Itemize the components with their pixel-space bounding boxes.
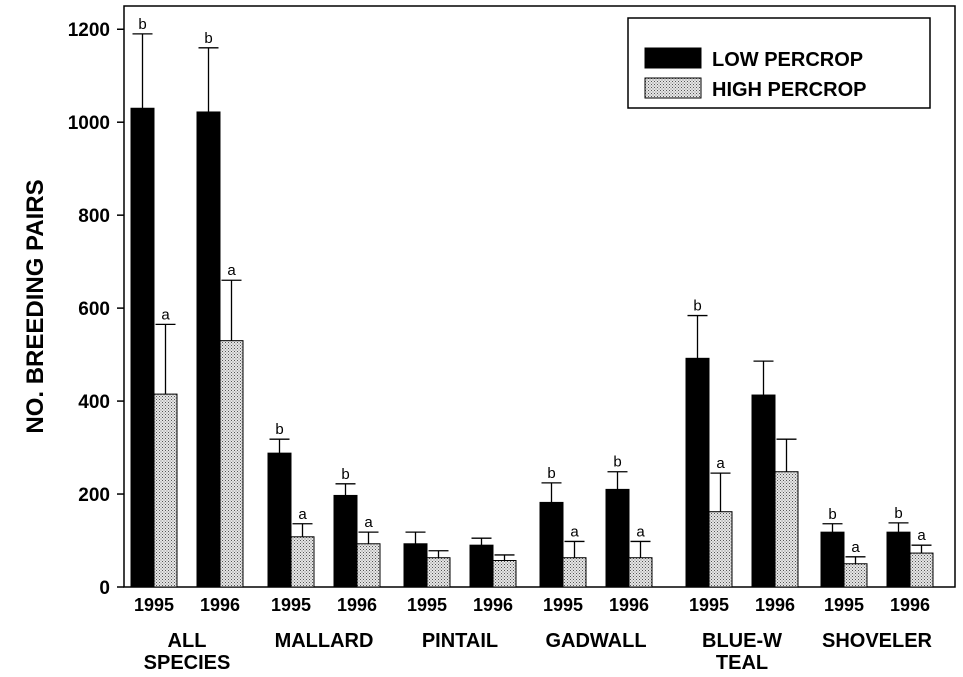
- x-group-label: SHOVELER: [822, 630, 933, 652]
- x-year-label: 1996: [755, 595, 795, 615]
- significance-letter: b: [693, 298, 701, 315]
- significance-letter: a: [917, 527, 926, 544]
- significance-letter: b: [547, 465, 555, 482]
- legend-label-low-percrop: LOW PERCROP: [712, 49, 863, 71]
- significance-letter: b: [275, 421, 283, 438]
- bar-high-percrop: [219, 340, 244, 588]
- y-axis-label: NO. BREEDING PAIRS: [22, 179, 49, 433]
- significance-letter: a: [161, 306, 170, 323]
- significance-letter: a: [364, 514, 373, 531]
- x-group-label: TEAL: [716, 652, 768, 674]
- significance-letter: a: [716, 455, 725, 472]
- legend-swatch-high-percrop: [644, 77, 702, 99]
- bar-high-percrop: [774, 471, 799, 588]
- significance-letter: a: [227, 262, 236, 279]
- significance-letter: b: [138, 16, 146, 33]
- y-tick-label: 600: [78, 299, 110, 320]
- significance-letter: b: [828, 506, 836, 523]
- x-group-label: ALL: [168, 630, 207, 652]
- x-year-label: 1996: [200, 595, 240, 615]
- bar-high-percrop: [492, 560, 517, 588]
- bar-low-percrop: [403, 543, 428, 588]
- x-group-label: BLUE-W: [702, 630, 782, 652]
- bar-low-percrop: [130, 107, 155, 588]
- x-group-label: SPECIES: [144, 652, 231, 674]
- x-year-label: 1995: [407, 595, 447, 615]
- y-tick-label: 400: [78, 392, 110, 413]
- x-year-label: 1996: [609, 595, 649, 615]
- legend-label-high-percrop: HIGH PERCROP: [712, 79, 866, 101]
- significance-letter: b: [894, 505, 902, 522]
- plot-area: 0 200 400 600 800 1000 1200 NO. BREEDING PAIRS b…: [22, 5, 956, 674]
- bar-low-percrop: [685, 357, 710, 588]
- y-tick-label: 1200: [68, 20, 110, 41]
- x-year-label: 1995: [824, 595, 864, 615]
- bar-low-percrop: [539, 501, 564, 588]
- x-group-label: PINTAIL: [422, 630, 498, 652]
- bar-low-percrop: [469, 544, 494, 588]
- bar-low-percrop: [751, 394, 776, 588]
- bar-high-percrop: [562, 557, 587, 588]
- bar-high-percrop: [356, 543, 381, 588]
- bar-high-percrop: [628, 557, 653, 588]
- x-year-label: 1995: [134, 595, 174, 615]
- bar-high-percrop: [843, 563, 868, 588]
- x-year-label: 1995: [689, 595, 729, 615]
- significance-letter: b: [341, 466, 349, 483]
- bar-low-percrop: [196, 111, 221, 588]
- bar-high-percrop: [708, 511, 733, 588]
- y-tick-label: 1000: [68, 113, 110, 134]
- significance-letter: a: [570, 523, 579, 540]
- bar-low-percrop: [267, 452, 292, 588]
- x-year-label: 1995: [543, 595, 583, 615]
- x-year-label: 1996: [473, 595, 513, 615]
- x-group-label: MALLARD: [275, 630, 374, 652]
- y-tick-label: 200: [78, 485, 110, 506]
- bar-low-percrop: [886, 531, 911, 588]
- bar-high-percrop: [153, 393, 178, 588]
- y-tick-label: 0: [99, 578, 110, 599]
- bar-high-percrop: [290, 536, 315, 588]
- x-year-label: 1996: [337, 595, 377, 615]
- x-year-label: 1995: [271, 595, 311, 615]
- y-tick-label: 800: [78, 206, 110, 227]
- bar-low-percrop: [605, 488, 630, 588]
- legend-swatch-low-percrop: [644, 47, 702, 69]
- bar-low-percrop: [333, 494, 358, 588]
- significance-letter: b: [613, 454, 621, 471]
- bar-high-percrop: [909, 552, 934, 588]
- x-group-label: GADWALL: [545, 630, 646, 652]
- significance-letter: b: [204, 30, 212, 47]
- significance-letter: a: [636, 523, 645, 540]
- bar-high-percrop: [426, 557, 451, 588]
- significance-letter: a: [851, 539, 860, 556]
- x-year-label: 1996: [890, 595, 930, 615]
- significance-letter: a: [298, 506, 307, 523]
- bar-low-percrop: [820, 531, 845, 588]
